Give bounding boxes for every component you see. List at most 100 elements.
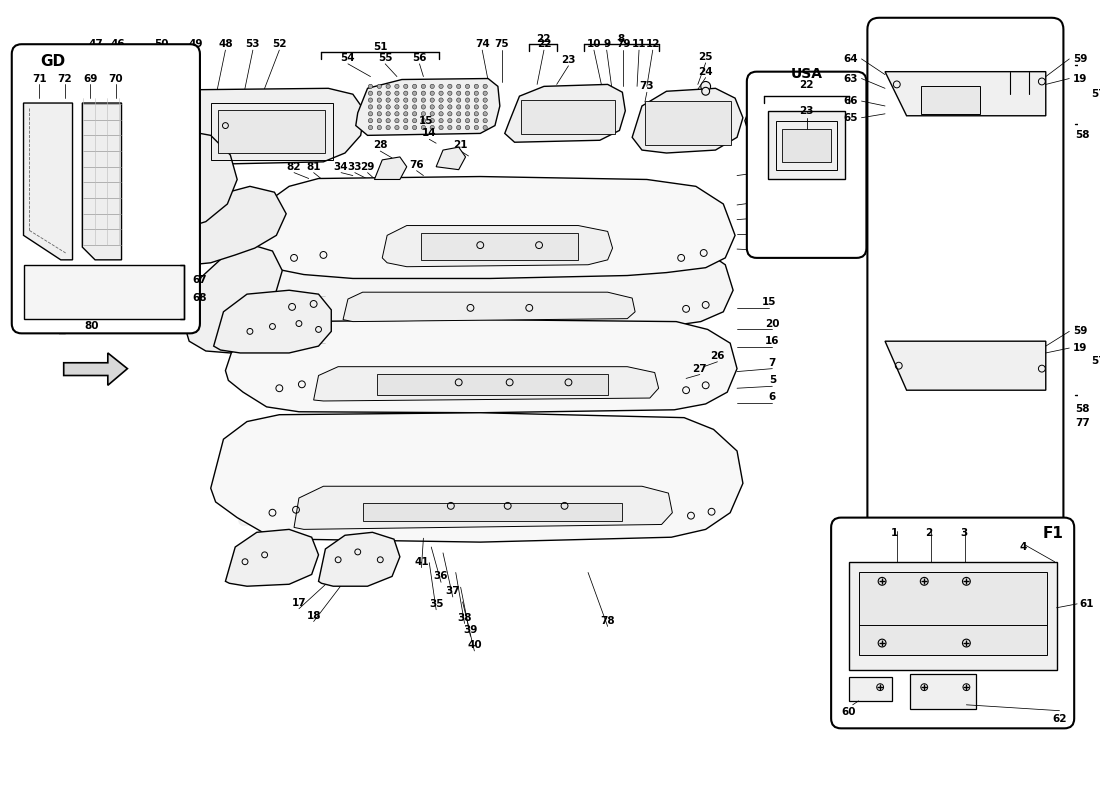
Text: 61: 61	[1079, 599, 1093, 609]
Text: 59: 59	[1074, 326, 1088, 336]
Circle shape	[412, 105, 417, 109]
Text: 59: 59	[1074, 54, 1088, 64]
FancyBboxPatch shape	[12, 44, 200, 334]
Circle shape	[430, 105, 434, 109]
Text: 84: 84	[157, 201, 172, 211]
Text: 15: 15	[419, 116, 433, 126]
Text: 62: 62	[1053, 714, 1067, 723]
Text: 68: 68	[192, 293, 207, 302]
Circle shape	[474, 112, 478, 116]
Circle shape	[404, 105, 408, 109]
Text: 11: 11	[631, 39, 647, 50]
Circle shape	[465, 105, 470, 109]
Text: 30: 30	[44, 297, 58, 307]
Text: 7: 7	[769, 358, 776, 368]
Circle shape	[386, 98, 390, 102]
Polygon shape	[886, 341, 1046, 390]
Polygon shape	[294, 486, 672, 530]
Text: 78: 78	[601, 615, 615, 626]
Circle shape	[448, 98, 452, 102]
Circle shape	[483, 98, 487, 102]
Text: 71: 71	[32, 74, 46, 83]
Circle shape	[439, 105, 443, 109]
Bar	[218, 110, 326, 153]
Text: 20: 20	[766, 318, 780, 329]
Circle shape	[702, 87, 710, 95]
Text: 56: 56	[412, 53, 427, 63]
Circle shape	[465, 98, 470, 102]
Text: 41: 41	[414, 557, 429, 566]
Polygon shape	[314, 366, 659, 401]
Text: 70: 70	[108, 74, 123, 83]
Circle shape	[404, 91, 408, 95]
Text: 5: 5	[769, 375, 776, 386]
Text: 33: 33	[348, 162, 362, 172]
Circle shape	[386, 84, 390, 89]
Text: 23: 23	[800, 106, 814, 116]
Polygon shape	[436, 147, 465, 170]
Bar	[922, 86, 980, 114]
Polygon shape	[745, 94, 786, 138]
Text: 18: 18	[307, 610, 321, 621]
Circle shape	[448, 91, 452, 95]
Circle shape	[404, 118, 408, 123]
Circle shape	[483, 118, 487, 123]
Circle shape	[368, 91, 373, 95]
Circle shape	[465, 126, 470, 130]
Text: 21: 21	[453, 140, 468, 150]
Circle shape	[474, 84, 478, 89]
Circle shape	[404, 98, 408, 102]
Text: 47: 47	[89, 39, 103, 50]
Text: 22: 22	[537, 39, 551, 50]
Circle shape	[404, 112, 408, 116]
Circle shape	[377, 91, 382, 95]
Text: 58: 58	[1075, 130, 1090, 140]
Text: 53: 53	[245, 39, 260, 50]
Circle shape	[368, 105, 373, 109]
Text: 64: 64	[843, 54, 858, 64]
Circle shape	[412, 98, 417, 102]
Text: 45: 45	[164, 162, 179, 172]
Polygon shape	[211, 413, 743, 542]
Polygon shape	[382, 226, 613, 266]
Circle shape	[430, 126, 434, 130]
Circle shape	[412, 112, 417, 116]
Text: 63: 63	[843, 74, 858, 83]
Text: 76: 76	[409, 160, 424, 170]
Text: 28: 28	[373, 140, 387, 150]
Polygon shape	[374, 157, 407, 179]
Text: 57: 57	[1091, 356, 1100, 366]
Text: 79: 79	[616, 39, 630, 50]
Bar	[110, 110, 188, 153]
Polygon shape	[886, 72, 1046, 116]
Bar	[377, 374, 607, 395]
Circle shape	[430, 91, 434, 95]
Bar	[859, 571, 1047, 655]
Circle shape	[368, 126, 373, 130]
Polygon shape	[250, 177, 735, 278]
Circle shape	[483, 112, 487, 116]
Circle shape	[474, 91, 478, 95]
Text: 42: 42	[40, 221, 54, 230]
Bar	[521, 100, 615, 134]
Circle shape	[404, 84, 408, 89]
Text: 72: 72	[57, 74, 72, 83]
Circle shape	[377, 98, 382, 102]
Text: 22: 22	[800, 80, 814, 90]
Circle shape	[448, 105, 452, 109]
Circle shape	[166, 159, 177, 170]
Text: 39: 39	[463, 626, 477, 635]
Circle shape	[421, 118, 426, 123]
Text: F1: F1	[1042, 526, 1063, 541]
Circle shape	[386, 126, 390, 130]
Text: 73: 73	[639, 82, 654, 91]
Polygon shape	[910, 674, 976, 709]
Text: 12: 12	[646, 39, 660, 50]
Text: 66: 66	[843, 96, 858, 106]
Circle shape	[439, 84, 443, 89]
Text: 22: 22	[536, 34, 550, 44]
Circle shape	[439, 98, 443, 102]
Circle shape	[483, 105, 487, 109]
Circle shape	[386, 105, 390, 109]
Circle shape	[456, 98, 461, 102]
